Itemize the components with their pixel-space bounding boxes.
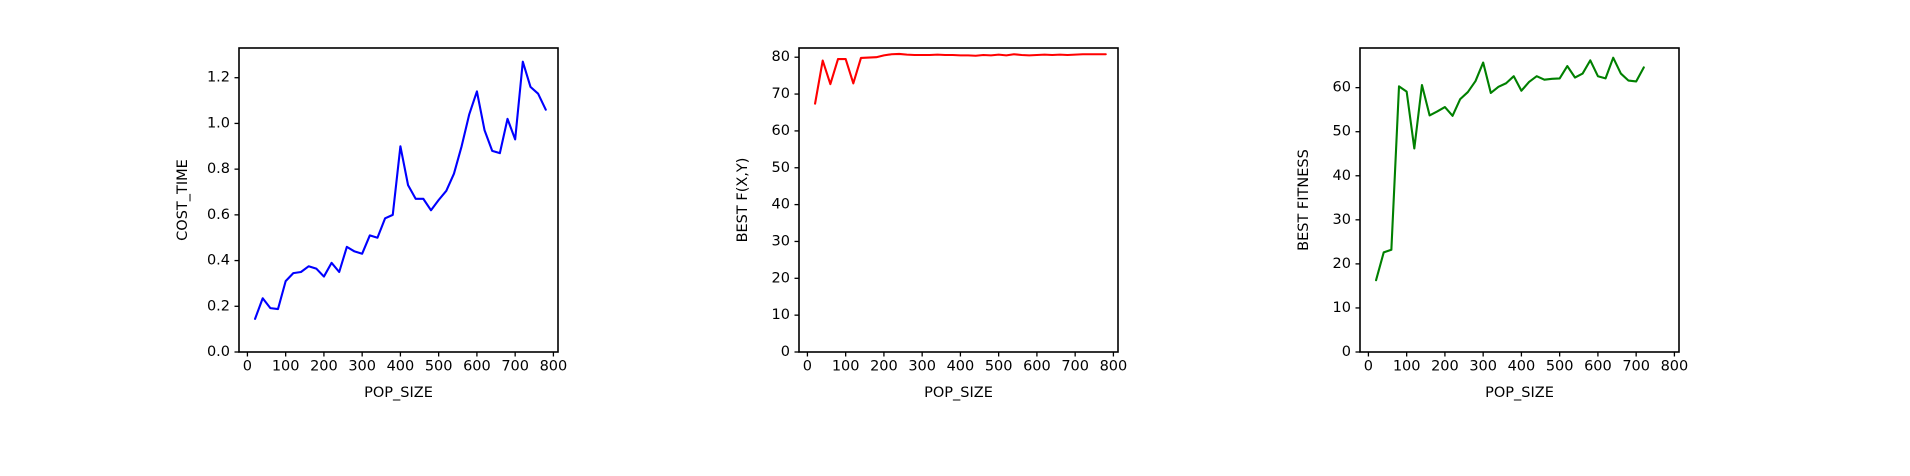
x-ticklabel: 500 xyxy=(1546,359,1574,375)
x-ticklabel: 300 xyxy=(1469,359,1497,375)
x-ticklabel: 500 xyxy=(985,359,1013,375)
x-ticklabel: 200 xyxy=(310,359,338,375)
x-ticklabel: 400 xyxy=(1508,359,1536,375)
data-series-line xyxy=(254,60,547,320)
data-series-line xyxy=(814,52,1107,105)
y-ticklabel: 30 xyxy=(772,233,790,249)
x-ticklabel: 800 xyxy=(540,359,568,375)
y-axis-label: BEST FITNESS xyxy=(1296,149,1312,251)
y-ticklabel: 0.8 xyxy=(207,161,230,177)
axes-frame xyxy=(798,47,1119,353)
x-ticklabel: 700 xyxy=(1061,359,1089,375)
y-ticklabel: 0.6 xyxy=(207,207,230,223)
x-ticklabel: 300 xyxy=(348,359,376,375)
y-ticklabel: 80 xyxy=(772,49,790,65)
y-ticklabel: 40 xyxy=(772,197,790,213)
y-ticklabel: 20 xyxy=(772,270,790,286)
axes-frame xyxy=(238,47,559,353)
x-axis-label: POP_SIZE xyxy=(364,385,433,401)
x-ticklabel: 700 xyxy=(501,359,529,375)
x-ticklabel: 100 xyxy=(272,359,300,375)
x-ticklabel: 400 xyxy=(947,359,975,375)
y-ticklabel: 20 xyxy=(1333,256,1351,272)
x-ticklabel: 0 xyxy=(243,359,252,375)
y-ticklabel: 1.2 xyxy=(207,70,230,86)
x-axis-label: POP_SIZE xyxy=(924,385,993,401)
y-ticklabel: 50 xyxy=(772,160,790,176)
x-ticklabel: 500 xyxy=(425,359,453,375)
x-ticklabel: 0 xyxy=(803,359,812,375)
x-ticklabel: 600 xyxy=(1584,359,1612,375)
x-ticklabel: 300 xyxy=(908,359,936,375)
y-ticklabel: 70 xyxy=(772,86,790,102)
data-series-line xyxy=(1375,56,1645,282)
y-ticklabel: 0 xyxy=(781,344,790,360)
x-ticklabel: 200 xyxy=(1431,359,1459,375)
y-ticklabel: 0.0 xyxy=(207,344,230,360)
x-axis-label: POP_SIZE xyxy=(1485,385,1554,401)
axes-frame xyxy=(1359,47,1680,353)
y-ticklabel: 0.2 xyxy=(207,298,230,314)
y-axis-label: COST_TIME xyxy=(175,159,191,241)
y-ticklabel: 30 xyxy=(1333,212,1351,228)
y-ticklabel: 60 xyxy=(1333,80,1351,96)
x-ticklabel: 600 xyxy=(463,359,491,375)
y-ticklabel: 50 xyxy=(1333,124,1351,140)
y-ticklabel: 60 xyxy=(772,123,790,139)
y-ticklabel: 0 xyxy=(1342,344,1351,360)
x-ticklabel: 400 xyxy=(387,359,415,375)
x-ticklabel: 700 xyxy=(1622,359,1650,375)
x-ticklabel: 100 xyxy=(1393,359,1421,375)
y-ticklabel: 10 xyxy=(772,307,790,323)
y-ticklabel: 40 xyxy=(1333,168,1351,184)
x-ticklabel: 600 xyxy=(1023,359,1051,375)
y-ticklabel: 1.0 xyxy=(207,115,230,131)
x-ticklabel: 200 xyxy=(870,359,898,375)
x-ticklabel: 0 xyxy=(1364,359,1373,375)
x-ticklabel: 100 xyxy=(832,359,860,375)
y-ticklabel: 0.4 xyxy=(207,253,230,269)
y-ticklabel: 10 xyxy=(1333,300,1351,316)
x-ticklabel: 800 xyxy=(1100,359,1128,375)
y-axis-label: BEST F(X,Y) xyxy=(735,158,751,243)
x-ticklabel: 800 xyxy=(1661,359,1689,375)
